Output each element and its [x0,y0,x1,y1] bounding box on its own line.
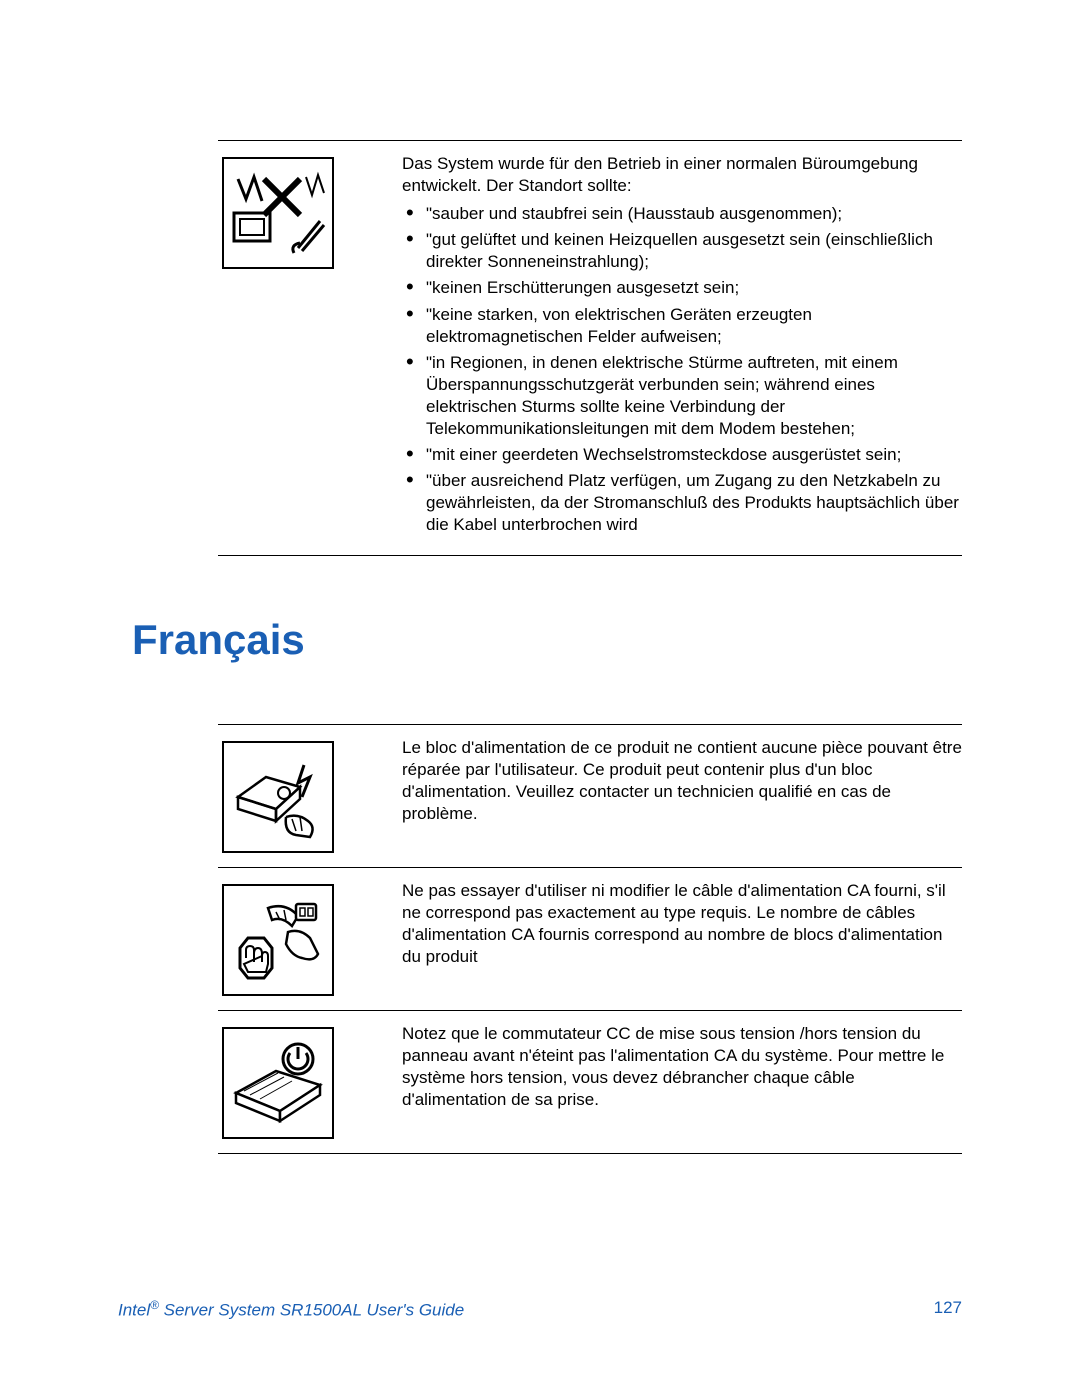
intro-text: Das System wurde für den Betrieb in eine… [402,153,962,197]
power-supply-shock-icon [222,741,334,853]
registered-symbol: ® [150,1298,159,1312]
table-row: Das System wurde für den Betrieb in eine… [218,141,962,556]
icon-cell [218,737,402,853]
list-item: "mit einer geerdeten Wechselstromsteckdo… [402,444,962,466]
page-number: 127 [934,1298,962,1321]
text-cell: Das System wurde für den Betrieb in eine… [402,153,962,541]
list-item: "gut gelüftet und keinen Heizquellen aus… [402,229,962,273]
list-item: "keine starken, von elektrischen Geräten… [402,304,962,348]
german-table: Das System wurde für den Betrieb in eine… [218,140,962,556]
list-item: "sauber und staubfrei sein (Hausstaub au… [402,203,962,225]
environment-warning-icon [222,157,334,269]
table-row: Le bloc d'alimentation de ce produit ne … [218,725,962,868]
footer-guide-title: Intel® Server System SR1500AL User's Gui… [118,1298,464,1321]
footer-brand: Intel [118,1301,150,1320]
text-cell: Le bloc d'alimentation de ce produit ne … [402,737,962,853]
section-heading: Français [132,616,962,664]
page-footer: Intel® Server System SR1500AL User's Gui… [118,1298,962,1321]
icon-cell [218,1023,402,1139]
text-cell: Notez que le commutateur CC de mise sous… [402,1023,962,1139]
document-page: Das System wurde für den Betrieb in eine… [0,0,1080,1397]
list-item: "keinen Erschütterungen ausgesetzt sein; [402,277,962,299]
list-item: "in Regionen, in denen elektrische Stürm… [402,352,962,440]
power-cord-stop-icon [222,884,334,996]
list-item: "über ausreichend Platz verfügen, um Zug… [402,470,962,536]
bullet-list: "sauber und staubfrei sein (Hausstaub au… [402,203,962,536]
text-cell: Ne pas essayer d'utiliser ni modifier le… [402,880,962,996]
table-row: Ne pas essayer d'utiliser ni modifier le… [218,868,962,1011]
footer-title-rest: Server System SR1500AL User's Guide [159,1301,464,1320]
server-power-off-icon [222,1027,334,1139]
table-row: Notez que le commutateur CC de mise sous… [218,1011,962,1154]
icon-cell [218,153,402,541]
icon-cell [218,880,402,996]
french-table: Le bloc d'alimentation de ce produit ne … [218,724,962,1154]
